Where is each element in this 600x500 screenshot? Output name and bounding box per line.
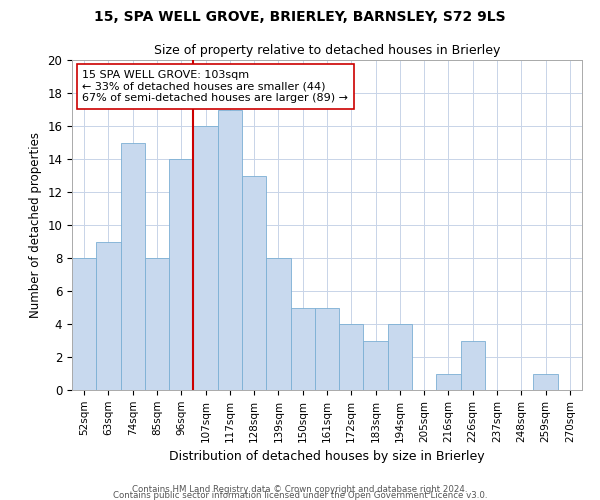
Bar [96,242,121,390]
Text: Contains public sector information licensed under the Open Government Licence v3: Contains public sector information licen… [113,490,487,500]
Text: 15 SPA WELL GROVE: 103sqm
← 33% of detached houses are smaller (44)
67% of semi-: 15 SPA WELL GROVE: 103sqm ← 33% of detac… [82,70,348,103]
Text: Contains HM Land Registry data © Crown copyright and database right 2024.: Contains HM Land Registry data © Crown c… [132,484,468,494]
Bar [72,258,96,390]
Bar [193,126,218,390]
Bar [218,110,242,390]
X-axis label: Distribution of detached houses by size in Brierley: Distribution of detached houses by size … [169,450,485,463]
Bar [145,258,169,390]
Title: Size of property relative to detached houses in Brierley: Size of property relative to detached ho… [154,44,500,58]
Bar [461,340,485,390]
Y-axis label: Number of detached properties: Number of detached properties [29,132,42,318]
Bar [121,142,145,390]
Bar [266,258,290,390]
Bar [290,308,315,390]
Bar [388,324,412,390]
Bar [339,324,364,390]
Bar [169,159,193,390]
Bar [533,374,558,390]
Text: 15, SPA WELL GROVE, BRIERLEY, BARNSLEY, S72 9LS: 15, SPA WELL GROVE, BRIERLEY, BARNSLEY, … [94,10,506,24]
Bar [436,374,461,390]
Bar [364,340,388,390]
Bar [315,308,339,390]
Bar [242,176,266,390]
